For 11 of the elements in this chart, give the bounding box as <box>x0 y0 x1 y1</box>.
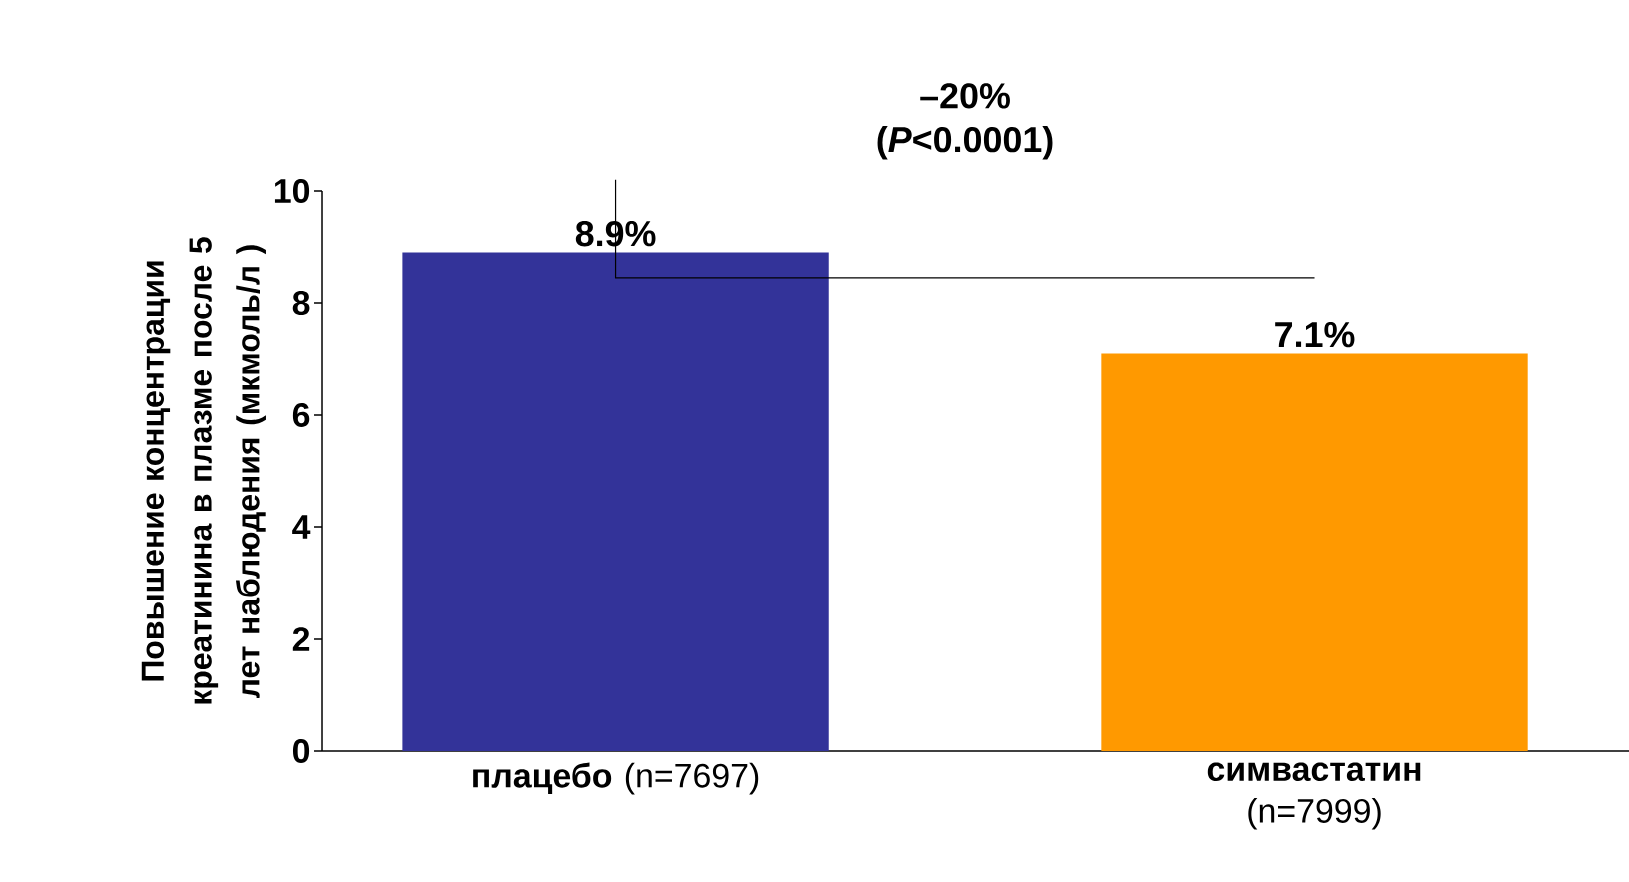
y-tick-label: 2 <box>292 627 310 651</box>
x-tick-label: плацебо (n=7697) <box>473 762 759 795</box>
text: –20% (P<0.0001) <box>877 83 1053 160</box>
y-tick-label: 6 <box>292 402 310 427</box>
y-tick-label: 10 <box>274 178 310 203</box>
x-tick-label: симвастатин (n=7999) <box>1207 762 1421 830</box>
data-label: 7.1% <box>1275 321 1355 348</box>
y-axis-title: Повышение концентрации креатинина в плазме после 5 лет наблюдения (мкмоль/л ) <box>141 237 266 704</box>
y-tick-label: 4 <box>292 515 311 539</box>
y-tick-label: 0 <box>292 739 310 763</box>
y-tick-label: 8 <box>292 290 310 315</box>
